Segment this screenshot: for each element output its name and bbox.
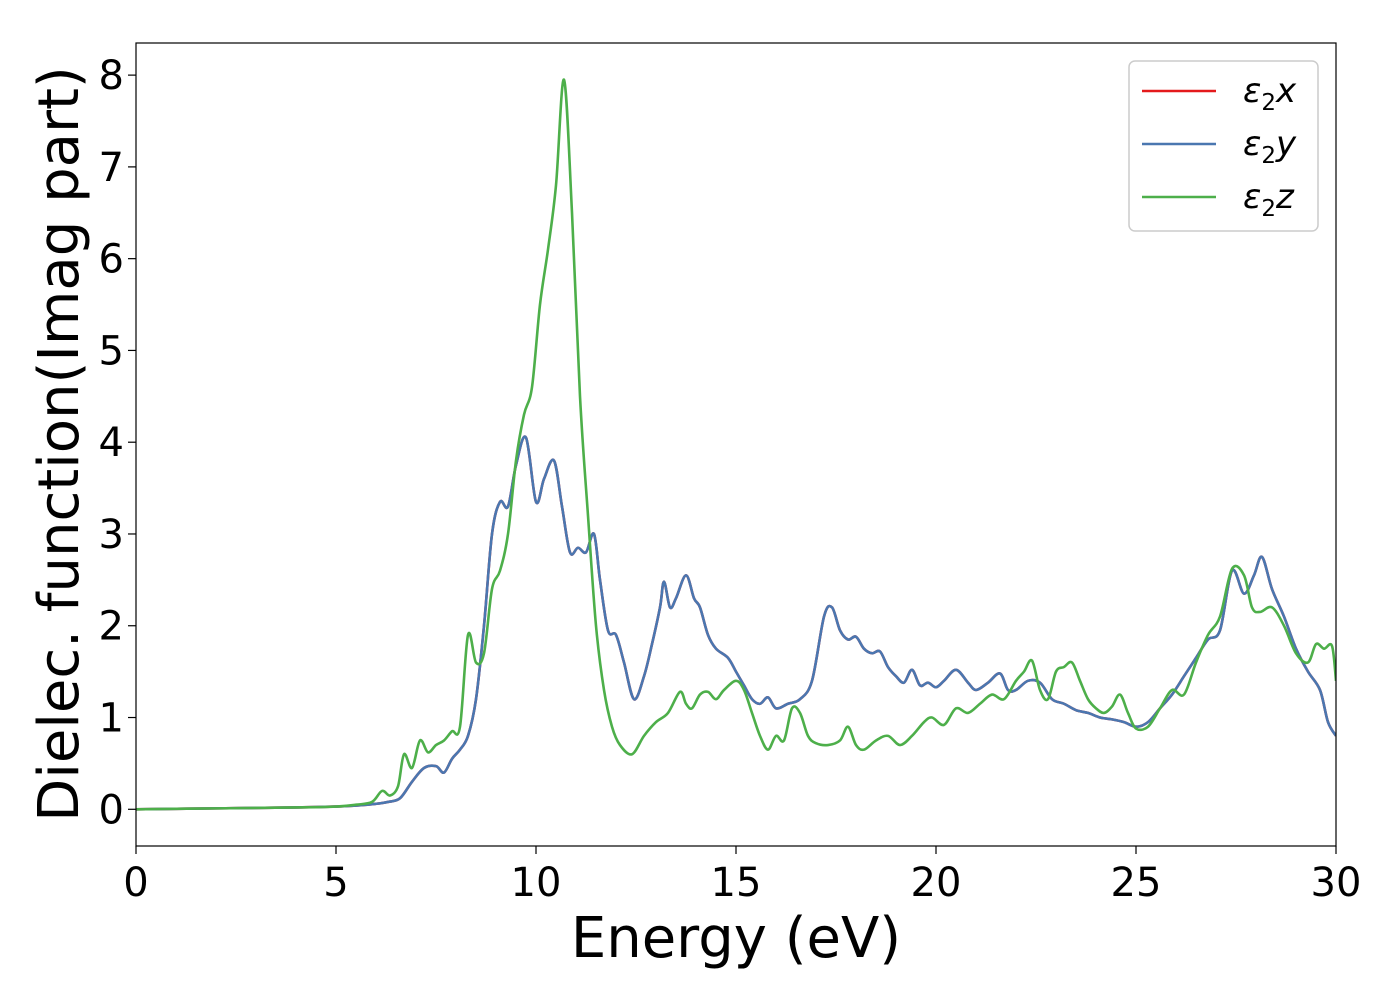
x-axis: 0 5 10 15 20 25 30 — [123, 846, 1361, 906]
x-tick-label: 0 — [123, 860, 148, 906]
x-tick-label: 15 — [711, 860, 762, 906]
y-tick-label: 2 — [99, 604, 124, 650]
x-tick-label: 25 — [1111, 860, 1162, 906]
series-line-z — [136, 78, 1336, 811]
y-tick-label: 4 — [99, 420, 124, 466]
y-tick-label: 5 — [99, 328, 124, 374]
y-tick-label: 1 — [99, 696, 124, 742]
legend-label-z: ε2z — [1243, 177, 1295, 222]
x-tick-label: 10 — [511, 860, 562, 906]
legend-label-y: ε2y — [1243, 124, 1297, 169]
x-tick-label: 5 — [323, 860, 348, 906]
x-tick-label: 20 — [911, 860, 962, 906]
y-axis-title: Dielec. function(Imag part) — [27, 66, 92, 822]
series-line-y — [136, 435, 1336, 811]
legend-box — [1128, 60, 1319, 232]
y-tick-label: 6 — [99, 237, 124, 283]
y-tick-label: 0 — [99, 787, 124, 833]
legend: ε2x ε2y ε2z — [1128, 60, 1319, 232]
series-layer — [136, 78, 1336, 811]
y-tick-label: 8 — [99, 53, 124, 99]
x-axis-title: Energy (eV) — [571, 906, 901, 971]
y-tick-label: 3 — [99, 512, 124, 558]
legend-label-x: ε2x — [1243, 71, 1297, 116]
y-tick-label: 7 — [99, 145, 124, 191]
x-tick-label: 30 — [1311, 860, 1362, 906]
y-axis: 0 1 2 3 4 5 6 7 8 — [99, 53, 136, 833]
